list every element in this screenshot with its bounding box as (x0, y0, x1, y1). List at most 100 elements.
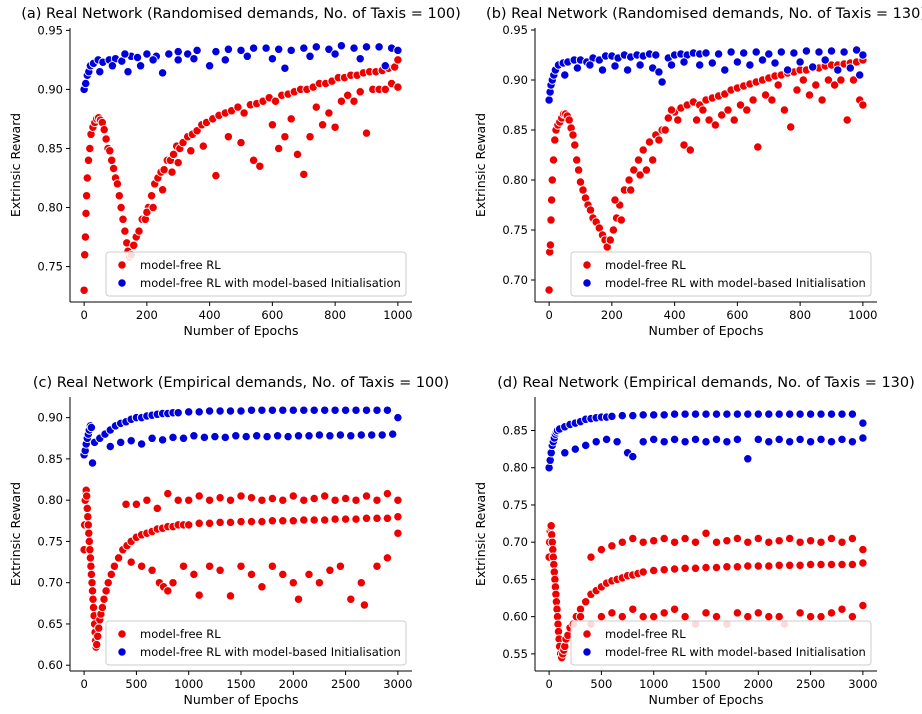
data-point (811, 80, 821, 90)
data-point (274, 44, 284, 54)
series-model-based-init (544, 409, 868, 473)
data-point (194, 590, 204, 600)
data-point (546, 521, 556, 531)
data-point (673, 115, 683, 125)
data-point (732, 434, 743, 445)
legend-box (570, 251, 872, 297)
data-point (680, 409, 690, 419)
x-tick-label: 800 (324, 308, 346, 322)
data-point (126, 436, 136, 446)
data-point (638, 537, 648, 547)
data-point (113, 553, 124, 563)
legend-marker (582, 629, 592, 639)
data-point (189, 54, 199, 64)
data-point (743, 537, 753, 547)
data-point (635, 170, 645, 180)
data-point (372, 495, 382, 505)
data-point (680, 437, 690, 447)
data-point (120, 226, 130, 236)
data-point (581, 597, 591, 607)
y-tick-label: 0.95 (37, 23, 63, 37)
data-point (107, 61, 118, 71)
data-point (147, 433, 157, 443)
data-point (382, 513, 393, 523)
data-point (820, 55, 830, 65)
x-tick-label: 200 (136, 308, 158, 322)
data-point (95, 67, 105, 77)
data-point (220, 432, 230, 443)
panel-a: (a) Real Network (Randomised demands, No… (8, 6, 461, 338)
data-point (649, 536, 659, 546)
data-point (393, 528, 403, 538)
data-point (184, 520, 194, 530)
data-point (739, 48, 749, 58)
data-point (82, 503, 92, 514)
data-point (132, 52, 143, 63)
data-point (628, 451, 638, 462)
legend: model-free RL model-free RL with model-ba… (570, 620, 872, 666)
data-point (585, 205, 596, 215)
data-point (114, 191, 124, 201)
data-point (679, 140, 689, 150)
data-point (805, 536, 816, 546)
data-point (743, 454, 753, 464)
data-point (842, 115, 852, 125)
data-point (596, 544, 607, 555)
data-point (288, 516, 298, 526)
data-point (753, 142, 763, 152)
data-point (560, 70, 570, 80)
data-point (324, 44, 334, 54)
x-tick-label: 1500 (691, 677, 720, 691)
data-point (764, 49, 774, 59)
x-axis-label: Number of Epochs (184, 323, 299, 338)
data-point (753, 434, 763, 445)
data-point (801, 46, 812, 56)
y-tick-label: 0.90 (502, 73, 528, 87)
data-point (374, 42, 384, 52)
legend-marker (117, 647, 127, 657)
data-point (83, 155, 94, 165)
data-point (774, 434, 784, 445)
data-point (330, 122, 340, 132)
data-point (690, 537, 701, 547)
data-point (585, 60, 595, 70)
panel-b: (b) Real Network (Randomised demands, No… (473, 6, 922, 338)
data-point (85, 143, 95, 154)
data-point (355, 54, 365, 64)
legend-marker (117, 629, 127, 639)
data-point (267, 516, 278, 526)
data-point (116, 202, 126, 213)
data-point (858, 50, 868, 60)
data-point (320, 491, 330, 501)
legend-marker (582, 278, 592, 288)
data-point (764, 437, 774, 447)
data-point (164, 49, 174, 59)
data-point (382, 488, 393, 499)
data-point (572, 63, 583, 73)
data-point (204, 406, 215, 416)
data-point (616, 215, 626, 225)
data-point (596, 611, 607, 622)
data-point (805, 409, 816, 419)
data-point (817, 95, 827, 105)
data-point (267, 493, 278, 504)
data-point (215, 406, 225, 416)
data-point (586, 552, 596, 562)
data-point (129, 240, 139, 250)
data-point (87, 458, 98, 468)
data-point (597, 65, 608, 75)
data-point (236, 561, 246, 571)
data-point (116, 437, 126, 448)
data-point (654, 135, 664, 145)
data-point (288, 405, 298, 415)
data-point (743, 409, 753, 419)
data-point (178, 433, 189, 443)
data-point (317, 120, 328, 130)
data-point (299, 405, 309, 415)
data-point (617, 611, 627, 622)
data-point (690, 409, 701, 419)
data-point (257, 405, 267, 415)
data-point (707, 58, 717, 68)
data-point (713, 49, 724, 59)
data-point (816, 559, 826, 570)
